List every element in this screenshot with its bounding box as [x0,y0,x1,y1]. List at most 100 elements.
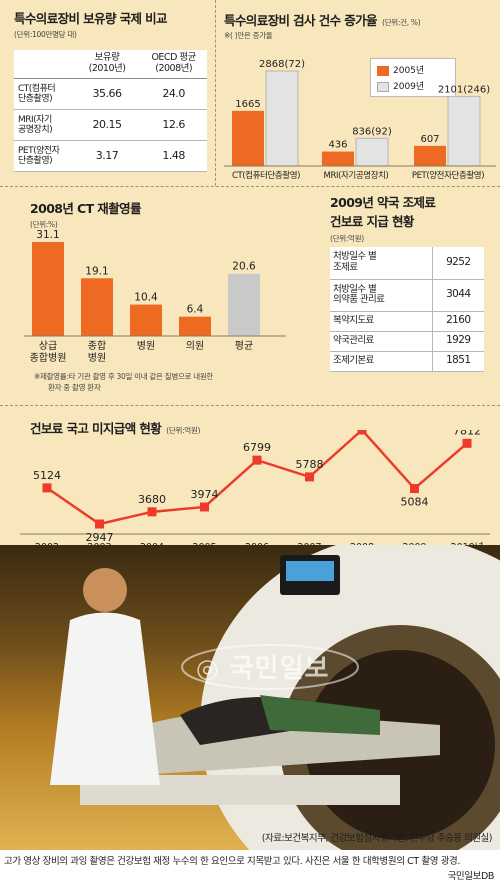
header-cell: 보유량 (2010년) [73,50,141,79]
panel-title: 특수의료장비 검사 건수 증가율 [224,13,378,28]
bar-2009 [447,95,481,167]
note-label: ※( )안은 증가율 [224,31,273,40]
exam-chart-panel: 특수의료장비 검사 건수 증가율 (단위:건, %) ※( )안은 증가율 [224,10,496,41]
ct-rate-note: ※재촬영률:타 기관 촬영 후 30일 이내 같은 질병으로 내원한 환자 중 … [34,372,214,392]
category-label: CT(컴퓨터단층촬영) [232,170,300,181]
caption-text: 고가 영상 장비의 과잉 촬영은 건강보험 재정 누수의 한 요인으로 지목받고… [4,856,461,867]
table-row: 조제기본료 1851 [330,351,484,372]
data-point [462,438,472,448]
data-label: 6799 [243,441,271,454]
swatch [377,65,389,76]
data-point [410,484,419,494]
bar-2005 [322,151,354,166]
bar [32,242,64,336]
unit-label: (단위:%) [30,220,58,229]
cell-korea: 35.66 [73,78,141,110]
equipment-table: 보유량 (2010년) OECD 평균 (2008년) CT(컴퓨터 단층촬영) 35… [14,50,207,172]
subsidy-panel: 건보료 국고 미지급액 현황 (단위:억원) [30,418,330,437]
data-label: 2101(246) [438,84,490,95]
data-point [305,472,314,482]
row-value: 9252 [431,247,484,280]
ct-rate-panel: 2008년 CT 재촬영률 (단위:%) [30,198,290,230]
data-label: 436 [328,140,347,151]
unit-label: (단위:건, %) [382,18,421,27]
data-label: 6.4 [187,304,204,316]
data-label: 20.6 [232,261,256,273]
category-label: 병원 [88,352,106,364]
exam-chart: 1665 436 607 2868(72) 836(92) 2101(246) CT(컴퓨터… [224,59,496,181]
data-point [200,502,209,512]
row-label: 처방일수 별 의약품 관리료 [330,279,432,312]
data-label: 5788 [296,458,324,471]
photo-caption: 고가 영상 장비의 과잉 촬영은 건강보험 재정 누수의 한 요인으로 지목받고… [0,852,500,888]
cell-oecd: 12.6 [140,109,207,141]
data-label: 3974 [191,488,219,501]
panel-title: 특수의료장비 보유량 국제 비교 [14,11,168,26]
cell-korea: 20.15 [73,109,141,141]
data-label: 5124 [33,469,61,482]
panel-title: 2008년 CT 재촬영률 [30,201,142,216]
bar [179,316,211,336]
source-note: (자료:보건복지부, 건강보험심사평가원, 민주당 주승용 의원실) [261,833,493,844]
data-point [42,483,52,493]
data-point [252,455,262,465]
data-point [147,507,157,517]
category-label: PET(양전자단층촬영) [412,170,484,181]
category-label: 의원 [186,340,204,352]
bar [81,278,113,336]
row-label: MRI(자기 공명장치) [14,109,74,141]
data-label: 31.1 [36,229,59,241]
row-value: 1929 [431,331,484,352]
row-value: 1851 [431,351,484,372]
data-label: 1665 [235,99,260,110]
ct-scan-photo: ◎ 국민일보 (자료:보건복지부, 건강보험심사평가원, 민주당 주승용 의원실… [0,545,500,850]
category-label: 상급 [39,340,57,352]
data-label: 3680 [138,493,166,506]
photo-illustration [50,545,500,850]
data-label: 5084 [401,496,429,509]
data-label: 19.1 [85,265,108,277]
bar-2005 [232,110,264,166]
category-label: MRI(자기공명장치) [324,170,389,181]
unit-label: (단위:억원) [166,426,201,435]
table-row: 복약지도료 2160 [330,311,484,332]
bar [130,304,162,336]
category-label: 종합 [88,340,106,352]
row-label: PET(양전자 단층촬영) [14,140,74,172]
pharmacy-panel: 2009년 약국 조제료 건보료 지급 현황 (단위:억원) [330,192,500,244]
data-label: 836(92) [352,126,392,137]
swatch [377,81,389,92]
divider [215,0,216,186]
row-label: 복약지도료 [330,311,432,332]
row-label: 조제기본료 [330,351,432,372]
watermark: ◎ 국민일보 [196,654,330,684]
cell-korea: 3.17 [73,140,141,172]
bar-2009 [355,137,389,167]
subsidy-line-chart: 5124200229472003368020043974200567992006… [20,430,490,553]
divider [0,186,500,187]
category-label: 종합병원 [30,352,67,364]
bar-2009 [265,70,299,167]
panel-title: 2009년 약국 조제료 [330,195,436,210]
bar [228,273,260,336]
row-value: 3044 [431,279,484,312]
cell-oecd: 24.0 [140,78,207,110]
table-row: 처방일수 별 의약품 관리료 3044 [330,279,484,312]
data-label: 10.4 [134,292,158,304]
panel-title: 건보료 지급 현황 [330,214,414,229]
data-label: 2868(72) [259,59,305,70]
pharmacy-table: 처방일수 별 조제료 9252 처방일수 별 의약품 관리료 3044 복약지도료 216… [330,247,484,372]
header-cell: OECD 평균 (2008년) [140,50,207,79]
table-row: PET(양전자 단층촬영) 3.17 1.48 [14,140,207,172]
category-label: 병원 [137,340,155,352]
caption-credit: 국민일보DB [447,871,495,882]
table-row: MRI(자기 공명장치) 20.15 12.6 [14,109,207,141]
equipment-table-panel: 특수의료장비 보유량 국제 비교 (단위:100만명당 대) [14,8,214,40]
header-cell [14,50,74,79]
data-point [95,519,104,529]
unit-label: (단위:억원) [330,234,364,243]
unit-label: (단위:100만명당 대) [14,30,77,39]
bar-2005 [414,145,446,166]
data-label: 2947 [86,531,114,544]
